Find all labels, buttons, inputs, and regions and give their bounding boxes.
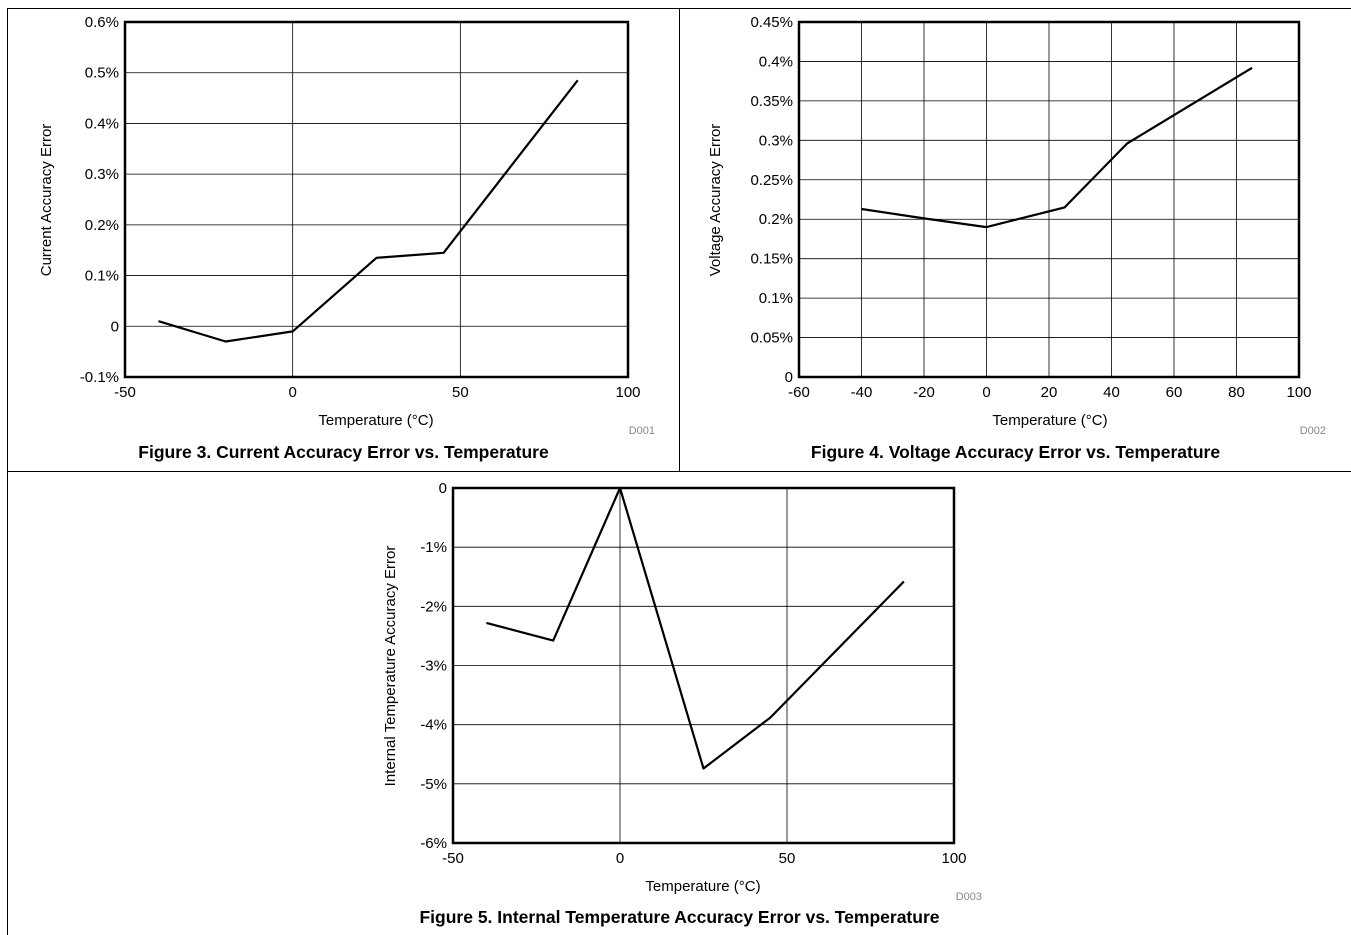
chart1-y-tick-label: 0.3% <box>85 166 119 183</box>
chart3-y-tick-label: -3% <box>420 658 447 675</box>
chart1-y-tick-label: 0.1% <box>85 268 119 285</box>
chart3-y-tick-label: -1% <box>420 539 447 556</box>
chart1-y-tick-label: 0.5% <box>85 65 119 82</box>
chart3-y-tick-label: -2% <box>420 598 447 615</box>
chart2-y-tick-label: 0.4% <box>759 53 793 70</box>
chart1-x-axis-label: Temperature (°C) <box>318 412 433 429</box>
chart3-plot-frame <box>451 486 956 845</box>
chart1-figure-code: D001 <box>629 425 655 437</box>
chart2-x-tick-label: 0 <box>982 384 990 401</box>
chart-voltage-accuracy: 0 0.05% 0.1% 0.15% 0.2% 0.25% 0.3% 0.35% 0.4% 0.4… <box>707 14 1326 437</box>
chart2-y-tick-label: 0.3% <box>759 132 793 149</box>
chart1-y-tick-label: 0.6% <box>85 14 119 31</box>
chart1-grid <box>125 22 628 377</box>
chart2-y-tick-label: 0.2% <box>759 211 793 228</box>
chart2-y-tick-label: 0.25% <box>750 172 793 189</box>
chart3-y-tick-label: -4% <box>420 717 447 734</box>
chart3-y-tick-label: 0 <box>439 480 447 497</box>
chart3-x-tick-label: 0 <box>616 850 624 867</box>
chart2-x-tick-label: -20 <box>913 384 935 401</box>
chart2-y-axis-label: Voltage Accuracy Error <box>707 124 724 277</box>
chart2-y-tick-label: 0.45% <box>750 14 793 31</box>
chart1-plot-frame <box>123 20 630 379</box>
chart2-y-tick-label: 0.15% <box>750 251 793 268</box>
chart1-y-tick-label: -0.1% <box>80 369 119 386</box>
chart3-grid <box>453 488 954 843</box>
chart2-x-tick-label: -40 <box>851 384 873 401</box>
chart2-x-tick-label: 40 <box>1103 384 1120 401</box>
chart2-grid <box>799 22 1299 377</box>
chart3-figure-code: D003 <box>956 891 982 903</box>
chart1-y-tick-label: 0.2% <box>85 217 119 234</box>
chart1-y-tick-label: 0 <box>111 318 119 335</box>
chart3-y-axis-label: Internal Temperature Accuracy Error <box>382 546 399 787</box>
chart2-x-tick-label: 80 <box>1228 384 1245 401</box>
chart2-series-line <box>861 66 1253 229</box>
chart3-x-axis-label: Temperature (°C) <box>645 878 760 895</box>
chart2-y-tick-label: 0.35% <box>750 93 793 110</box>
chart2-x-tick-label: -60 <box>788 384 810 401</box>
chart3-series-line <box>486 486 905 770</box>
chart1-y-axis-label: Current Accuracy Error <box>38 124 55 277</box>
chart3-x-tick-label: 50 <box>779 850 796 867</box>
chart-internal-temperature-accuracy: -6% -5% -4% -3% -2% -1% 0 -50 0 50 100 Internal T… <box>382 480 982 903</box>
chart1-x-tick-label: 100 <box>615 384 640 401</box>
chart3-x-tick-label: 100 <box>941 850 966 867</box>
figure-4-caption: Figure 4. Voltage Accuracy Error vs. Tem… <box>810 442 1221 462</box>
figure-3-caption: Figure 3. Current Accuracy Error vs. Tem… <box>138 442 549 462</box>
table-border-middle-vertical <box>679 8 680 471</box>
chart3-y-tick-label: -6% <box>420 835 447 852</box>
chart2-y-tick-label: 0.1% <box>759 290 793 307</box>
chart2-x-tick-label: 100 <box>1286 384 1311 401</box>
chart1-series-line <box>158 79 579 343</box>
chart2-figure-code: D002 <box>1300 425 1326 437</box>
chart2-y-tick-label: 0.05% <box>750 330 793 347</box>
chart2-x-axis-label: Temperature (°C) <box>992 412 1107 429</box>
chart-current-accuracy: -0.1% 0 0.1% 0.2% 0.3% 0.4% 0.5% 0.6% -50 0 50 100… <box>38 14 655 437</box>
chart3-x-tick-label: -50 <box>442 850 464 867</box>
chart3-y-tick-label: -5% <box>420 776 447 793</box>
chart2-plot-frame <box>797 20 1301 379</box>
chart2-x-tick-label: 20 <box>1041 384 1058 401</box>
chart1-x-tick-label: -50 <box>114 384 136 401</box>
chart2-x-tick-label: 60 <box>1166 384 1183 401</box>
chart1-y-tick-label: 0.4% <box>85 115 119 132</box>
chart2-y-tick-label: 0 <box>785 369 793 386</box>
table-border-middle-horizontal <box>7 471 1351 472</box>
chart1-x-tick-label: 50 <box>452 384 469 401</box>
figure-5-caption: Figure 5. Internal Temperature Accuracy … <box>419 907 940 927</box>
chart1-x-tick-label: 0 <box>288 384 296 401</box>
